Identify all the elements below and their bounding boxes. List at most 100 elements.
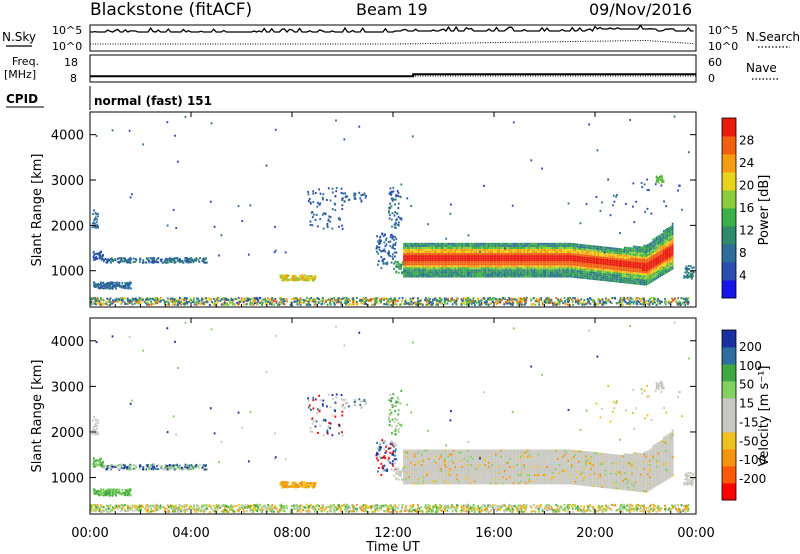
power-cell — [443, 300, 446, 303]
power-cell — [291, 276, 294, 279]
power-cell — [578, 272, 580, 275]
power-cell — [445, 269, 448, 272]
power-cell — [521, 253, 524, 256]
power-cell — [620, 260, 623, 263]
power-cell — [602, 266, 605, 269]
power-cell — [440, 271, 442, 274]
power-cell — [632, 276, 635, 279]
power-cell — [431, 248, 434, 251]
power-cell — [457, 273, 460, 276]
power-cell — [252, 297, 255, 300]
power-cell — [627, 253, 630, 256]
power-cell — [629, 265, 632, 268]
power-cell — [329, 301, 332, 304]
power-cell — [419, 246, 421, 249]
power-cell — [419, 267, 421, 270]
power-cell — [588, 269, 591, 272]
power-cell — [116, 257, 119, 260]
power-cell — [456, 265, 458, 268]
power-cell — [296, 276, 298, 279]
power-cell — [579, 248, 582, 251]
power-cell — [463, 300, 466, 303]
power-cell — [464, 246, 467, 249]
power-cell — [477, 261, 480, 264]
power-cell — [525, 261, 527, 264]
power-cell — [445, 259, 448, 262]
power-cell — [618, 280, 621, 283]
power-cell — [638, 301, 640, 304]
power-cell — [417, 269, 420, 272]
power-cell — [517, 261, 520, 264]
power-cell — [661, 243, 663, 246]
power-cell — [608, 273, 610, 276]
power-cell — [480, 263, 483, 266]
power-cell — [397, 300, 399, 303]
power-cell — [625, 246, 628, 249]
power-cell — [429, 248, 432, 251]
power-cell — [294, 279, 297, 282]
power-cell — [624, 260, 626, 263]
power-cell — [420, 275, 423, 278]
power-cell — [537, 259, 540, 262]
power-cell — [593, 269, 596, 272]
power-cell — [337, 298, 340, 301]
power-cell — [683, 274, 686, 278]
power-cell — [440, 267, 442, 270]
power-cell — [202, 303, 205, 306]
power-cell — [277, 303, 279, 306]
power-cell — [102, 282, 104, 285]
power-cell — [395, 238, 398, 241]
power-cell — [668, 255, 670, 258]
power-cell — [234, 297, 237, 300]
power-cell — [509, 246, 511, 249]
power-cell — [521, 257, 524, 260]
power-cell — [666, 238, 669, 241]
power-cell — [124, 282, 127, 285]
power-cell — [400, 217, 403, 220]
power-cell — [465, 300, 468, 303]
power-cell — [449, 244, 451, 247]
power-cell — [408, 269, 411, 272]
power-cell — [629, 271, 632, 274]
power-cell — [517, 300, 519, 303]
power-cell — [627, 271, 630, 274]
power-cell — [475, 267, 478, 270]
power-cell — [567, 263, 570, 266]
power-cell — [641, 258, 644, 261]
power-cell — [273, 299, 276, 302]
power-cell — [542, 271, 545, 274]
power-cell — [404, 255, 407, 258]
power-cell — [450, 298, 452, 301]
power-cell — [325, 300, 328, 303]
power-cell — [521, 242, 524, 245]
power-cell — [404, 269, 407, 272]
power-cell — [650, 247, 653, 250]
power-cell — [397, 206, 400, 210]
power-cell — [205, 300, 208, 303]
power-cell — [526, 267, 529, 270]
power-cell — [574, 267, 577, 270]
power-cell — [480, 257, 483, 260]
power-cell — [312, 190, 315, 193]
power-cell — [565, 255, 568, 258]
power-cell — [417, 246, 420, 249]
power-cell — [525, 253, 527, 256]
power-cell — [124, 257, 127, 260]
power-cell — [495, 250, 497, 254]
power-cell — [585, 271, 587, 274]
power-cell — [648, 242, 651, 245]
power-cell — [551, 248, 554, 251]
power-cell — [280, 299, 283, 302]
power-cell — [512, 267, 515, 270]
power-cell — [438, 301, 441, 304]
power-cell — [436, 250, 439, 254]
power-cell — [473, 273, 476, 276]
power-cell — [514, 255, 517, 258]
power-cell — [500, 253, 503, 256]
power-cell — [525, 244, 527, 247]
power-cell — [664, 251, 667, 254]
power-cell — [177, 301, 180, 304]
power-cell — [648, 259, 651, 262]
power-cell — [477, 275, 480, 278]
power-cell — [544, 257, 547, 260]
